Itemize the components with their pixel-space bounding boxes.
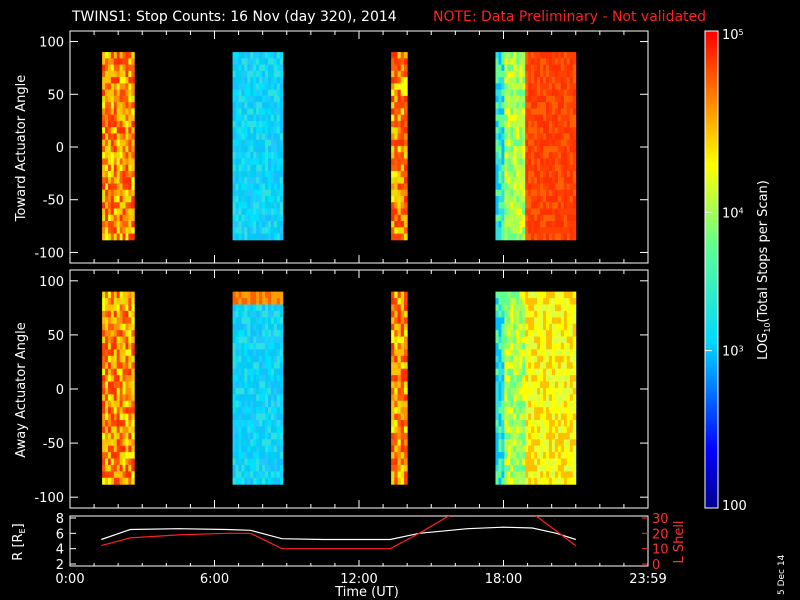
- data-block: [391, 52, 408, 241]
- svg-text:R [RE]: R [RE]: [11, 523, 27, 560]
- xtick-label: 23:59: [629, 572, 666, 587]
- plot-title: TWINS1: Stop Counts: 16 Nov (day 320), 2…: [71, 9, 397, 25]
- data-block: [391, 291, 408, 485]
- orbit-lines: [101, 516, 577, 550]
- colorbar-tick-label: 104: [722, 206, 744, 221]
- ylabel-away: Away Actuator Angle: [14, 322, 29, 457]
- ylabel-r: R [RE]: [11, 523, 27, 560]
- colorbar-tick-label: 103: [722, 345, 744, 360]
- xtick-label: 6:00: [200, 572, 229, 587]
- ltick-label: 20: [652, 527, 669, 542]
- ltick-label: 0: [652, 558, 660, 573]
- data-block: [495, 291, 577, 485]
- xtick-label: 18:00: [485, 572, 522, 587]
- toward-heatmap: [102, 52, 577, 241]
- ylabel-toward: Toward Actuator Angle: [14, 75, 29, 222]
- colorbar-label: LOG10(Total Stops per Scan): [756, 180, 772, 360]
- svg-text:LOG10(Total Stops per Scan): LOG10(Total Stops per Scan): [756, 180, 772, 360]
- data-block: [102, 52, 135, 241]
- ytick-label: 50: [47, 88, 64, 103]
- ytick-label: 50: [47, 329, 64, 344]
- xlabel-time: Time (UT): [334, 585, 399, 600]
- ytick-label: -100: [34, 491, 64, 506]
- preliminary-note: NOTE: Data Preliminary - Not validated: [433, 9, 706, 25]
- ytick-label: -50: [43, 437, 64, 452]
- xtick-label: 0:00: [55, 572, 84, 587]
- xtick-label: 12:00: [340, 572, 377, 587]
- y2label-lshell: L Shell: [672, 520, 687, 563]
- colorbar: [704, 30, 719, 509]
- colorbar-ticks: 105 104 103 100: [705, 28, 747, 514]
- colorbar-tick-label: 105: [722, 28, 744, 43]
- ytick-label: 0: [56, 141, 64, 156]
- ytick-label: 100: [39, 36, 64, 51]
- ltick-label: 10: [652, 543, 669, 558]
- rtick-label: 2: [56, 558, 64, 573]
- away-heatmap: [102, 291, 577, 485]
- r-distance-line: [101, 526, 576, 541]
- rtick-label: 8: [56, 512, 64, 527]
- data-block: [102, 291, 135, 485]
- l-shell-line: [101, 516, 577, 550]
- data-block: [232, 291, 284, 485]
- ytick-label: 100: [39, 275, 64, 290]
- rtick-label: 6: [56, 527, 64, 542]
- data-block: [495, 52, 577, 241]
- ytick-label: -100: [34, 246, 64, 261]
- date-stamp: 5 Dec 14: [777, 554, 787, 595]
- ytick-label: 0: [56, 383, 64, 398]
- ltick-label: 30: [652, 512, 669, 527]
- rtick-label: 4: [56, 543, 64, 558]
- colorbar-tick-label: 100: [722, 499, 747, 514]
- data-block: [232, 52, 284, 241]
- ytick-label: -50: [43, 194, 64, 209]
